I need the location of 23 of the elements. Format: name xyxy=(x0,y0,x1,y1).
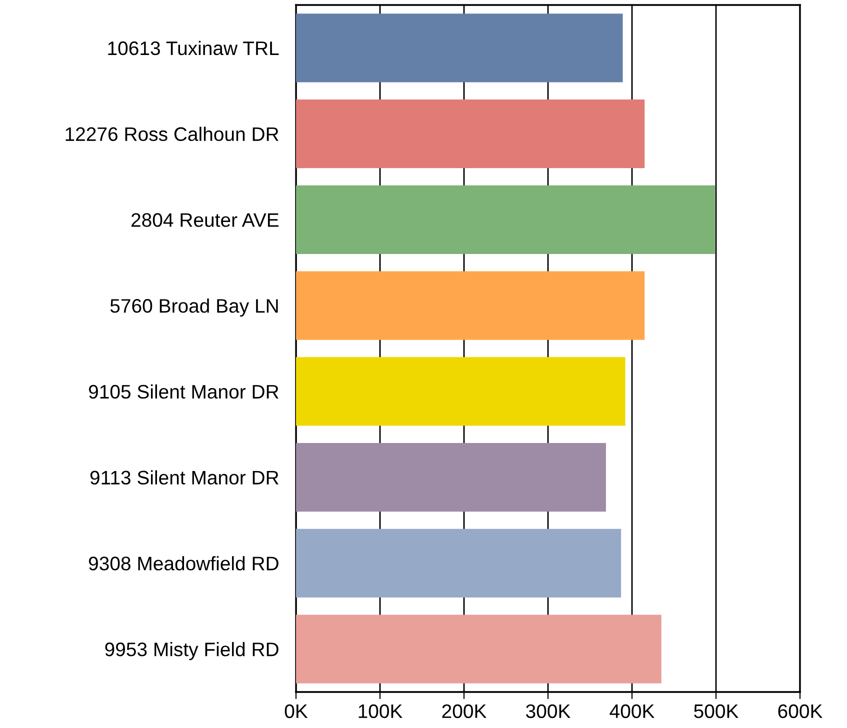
x-tick-label: 400K xyxy=(610,704,654,718)
x-tick-label: 600K xyxy=(778,704,822,718)
bar xyxy=(296,14,623,82)
x-tick-label: 300K xyxy=(526,704,570,718)
x-tick-label: 0K xyxy=(284,704,308,718)
bar xyxy=(296,614,662,684)
bar xyxy=(296,357,626,426)
y-tick-label: 9113 Silent Manor DR xyxy=(90,470,278,485)
bar xyxy=(296,528,622,598)
bar xyxy=(296,185,716,254)
y-tick-label: 9953 Misty Field RD xyxy=(105,642,278,660)
bar xyxy=(296,99,645,168)
y-tick-label: 9308 Meadowfield RD xyxy=(88,556,278,570)
x-tick-label: 200K xyxy=(442,704,486,718)
bar xyxy=(296,271,645,340)
x-tick-label: 100K xyxy=(358,704,402,718)
y-tick-label: 5760 Broad Bay LN xyxy=(110,298,278,317)
y-tick-label: 10613 Tuxinaw TRL xyxy=(108,40,279,56)
y-tick-label: 9105 Silent Manor DR xyxy=(88,384,278,399)
x-tick-label: 500K xyxy=(694,704,738,718)
y-tick-label: 12276 Ross Calhoun DR xyxy=(66,126,278,142)
y-tick-label: 2804 Reuter AVE xyxy=(131,213,279,227)
bar xyxy=(296,442,606,512)
